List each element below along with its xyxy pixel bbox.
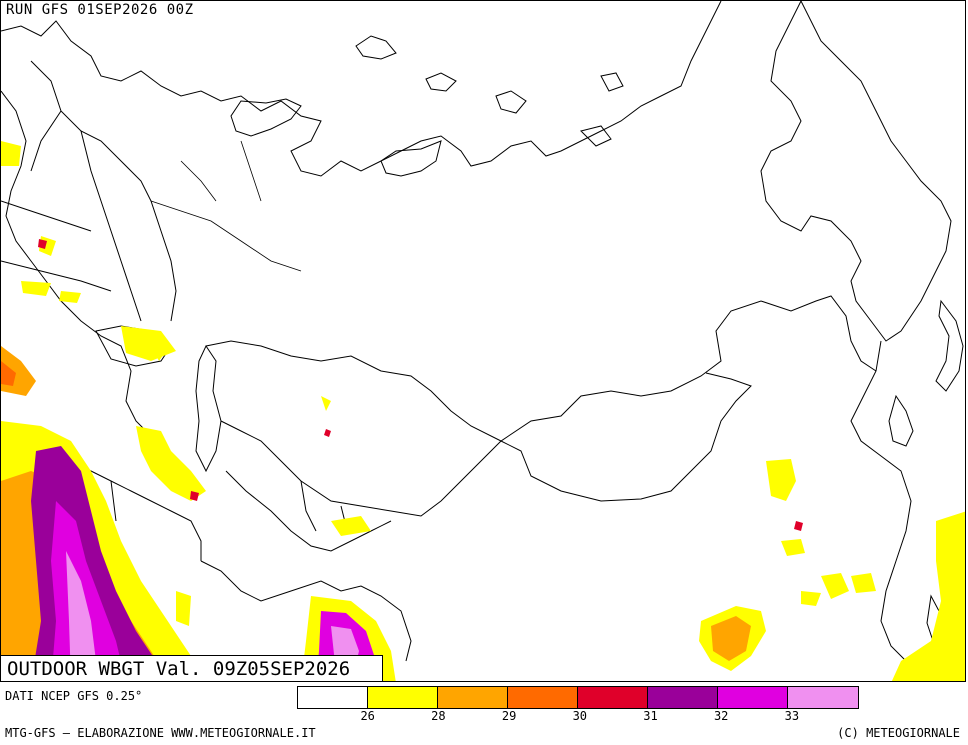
wbgt-map: [1, 1, 965, 681]
country-border: [205, 295, 877, 442]
island-coast: [355, 35, 624, 147]
legend-tick-label: 30: [572, 709, 588, 723]
legend-tick-label: 31: [643, 709, 658, 723]
color-legend: [297, 686, 859, 709]
country-border: [225, 470, 392, 552]
legend-tick-label: 29: [501, 709, 517, 723]
legend-swatch: [718, 687, 788, 708]
credit-right: (C) METEOGIORNALE: [837, 726, 960, 740]
legend-swatch: [508, 687, 578, 708]
legend-tick-label: 26: [360, 709, 375, 723]
sea-outline: [195, 344, 222, 473]
data-source-label: DATI NCEP GFS 0.25°: [5, 689, 143, 703]
run-label: RUN GFS 01SEP2026 00Z: [6, 2, 194, 18]
coastline: [935, 299, 964, 392]
coastline: [888, 394, 914, 447]
legend-swatch: [368, 687, 438, 708]
legend-tick-label: 32: [713, 709, 729, 723]
credit-left: MTG-GFS – ELABORAZIONE WWW.METEOGIORNALE…: [5, 726, 316, 740]
legend-tick-label: 33: [784, 709, 800, 723]
wbgt-shading: [1, 141, 965, 681]
country-border: [500, 372, 752, 502]
coastline: [850, 340, 935, 681]
legend-swatch: [438, 687, 508, 708]
legend-swatch: [298, 687, 368, 708]
map-panel: RUN GFS 01SEP2026 00Z OUTDOOR WBGT Val. …: [0, 0, 966, 682]
coastline: [1, 1, 722, 177]
legend-swatch: [578, 687, 648, 708]
coastline: [1, 90, 152, 437]
island-coast: [230, 98, 302, 137]
region-border: [150, 140, 302, 272]
legend-ticks: 26 28 29 30 31 32 33: [297, 709, 863, 723]
country-border: [1, 60, 177, 322]
legend-swatch: [788, 687, 858, 708]
legend-tick-label: 28: [431, 709, 446, 723]
legend-swatch: [648, 687, 718, 708]
country-border: [200, 560, 412, 662]
island-coast: [380, 140, 442, 177]
country-border: [220, 420, 502, 517]
product-label: OUTDOOR WBGT Val. 09Z05SEP2026: [1, 655, 383, 681]
coastline: [760, 1, 952, 342]
